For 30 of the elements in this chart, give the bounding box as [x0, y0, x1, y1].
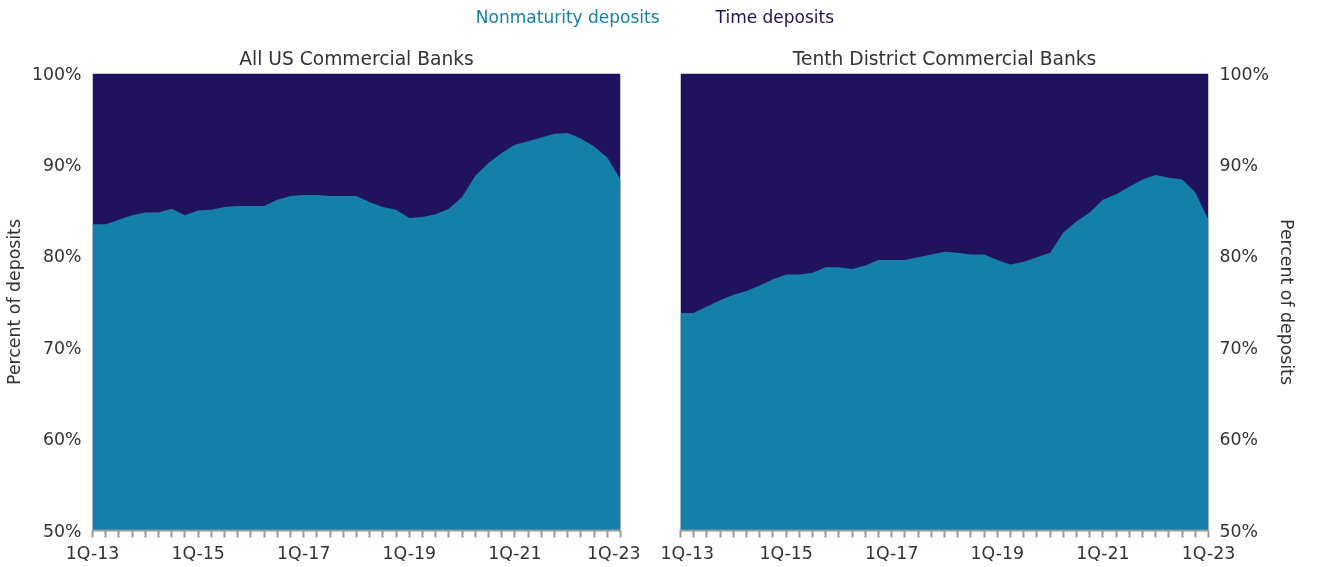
- y2-tick-label: 100%: [1219, 63, 1270, 84]
- chart-title: Tenth District Commercial Banks: [791, 47, 1097, 69]
- x-tick-label: 1Q-15: [759, 542, 813, 563]
- x-tick-label: 1Q-17: [276, 542, 331, 563]
- y-tick-label: 70%: [42, 337, 82, 358]
- text: Nonmaturity deposits: [475, 7, 660, 27]
- x-tick-label: 1Q-17: [864, 542, 919, 563]
- y2-tick-label: 50%: [1219, 520, 1259, 541]
- y-tick-label: 80%: [42, 246, 82, 267]
- y2-tick-label: 70%: [1219, 337, 1259, 358]
- y-tick-label: 50%: [42, 520, 82, 541]
- y-tick-label: 100%: [31, 63, 82, 84]
- y2-axis-title: Percent of deposits: [1277, 219, 1298, 385]
- x-tick-label: 1Q-21: [488, 542, 542, 563]
- y-tick-label: 90%: [42, 154, 82, 175]
- x-tick-label: 1Q-19: [970, 542, 1025, 563]
- x-tick-label: 1Q-21: [1076, 542, 1130, 563]
- x-tick-label: 1Q-23: [1181, 542, 1236, 563]
- y2-tick-label: 60%: [1219, 429, 1259, 450]
- y-tick-label: 60%: [42, 429, 82, 450]
- y2-tick-label: 80%: [1219, 246, 1259, 267]
- text: Time deposits: [715, 7, 835, 27]
- x-tick-label: 1Q-13: [65, 542, 120, 563]
- x-tick-label: 1Q-23: [587, 542, 641, 563]
- x-tick-label: 1Q-13: [660, 542, 714, 563]
- x-tick-label: 1Q-19: [382, 542, 437, 563]
- x-tick-label: 1Q-15: [171, 542, 225, 563]
- chart-title: All US Commercial Banks: [239, 47, 474, 69]
- y-axis-title: Percent of deposits: [3, 219, 24, 385]
- y2-tick-label: 90%: [1219, 154, 1259, 175]
